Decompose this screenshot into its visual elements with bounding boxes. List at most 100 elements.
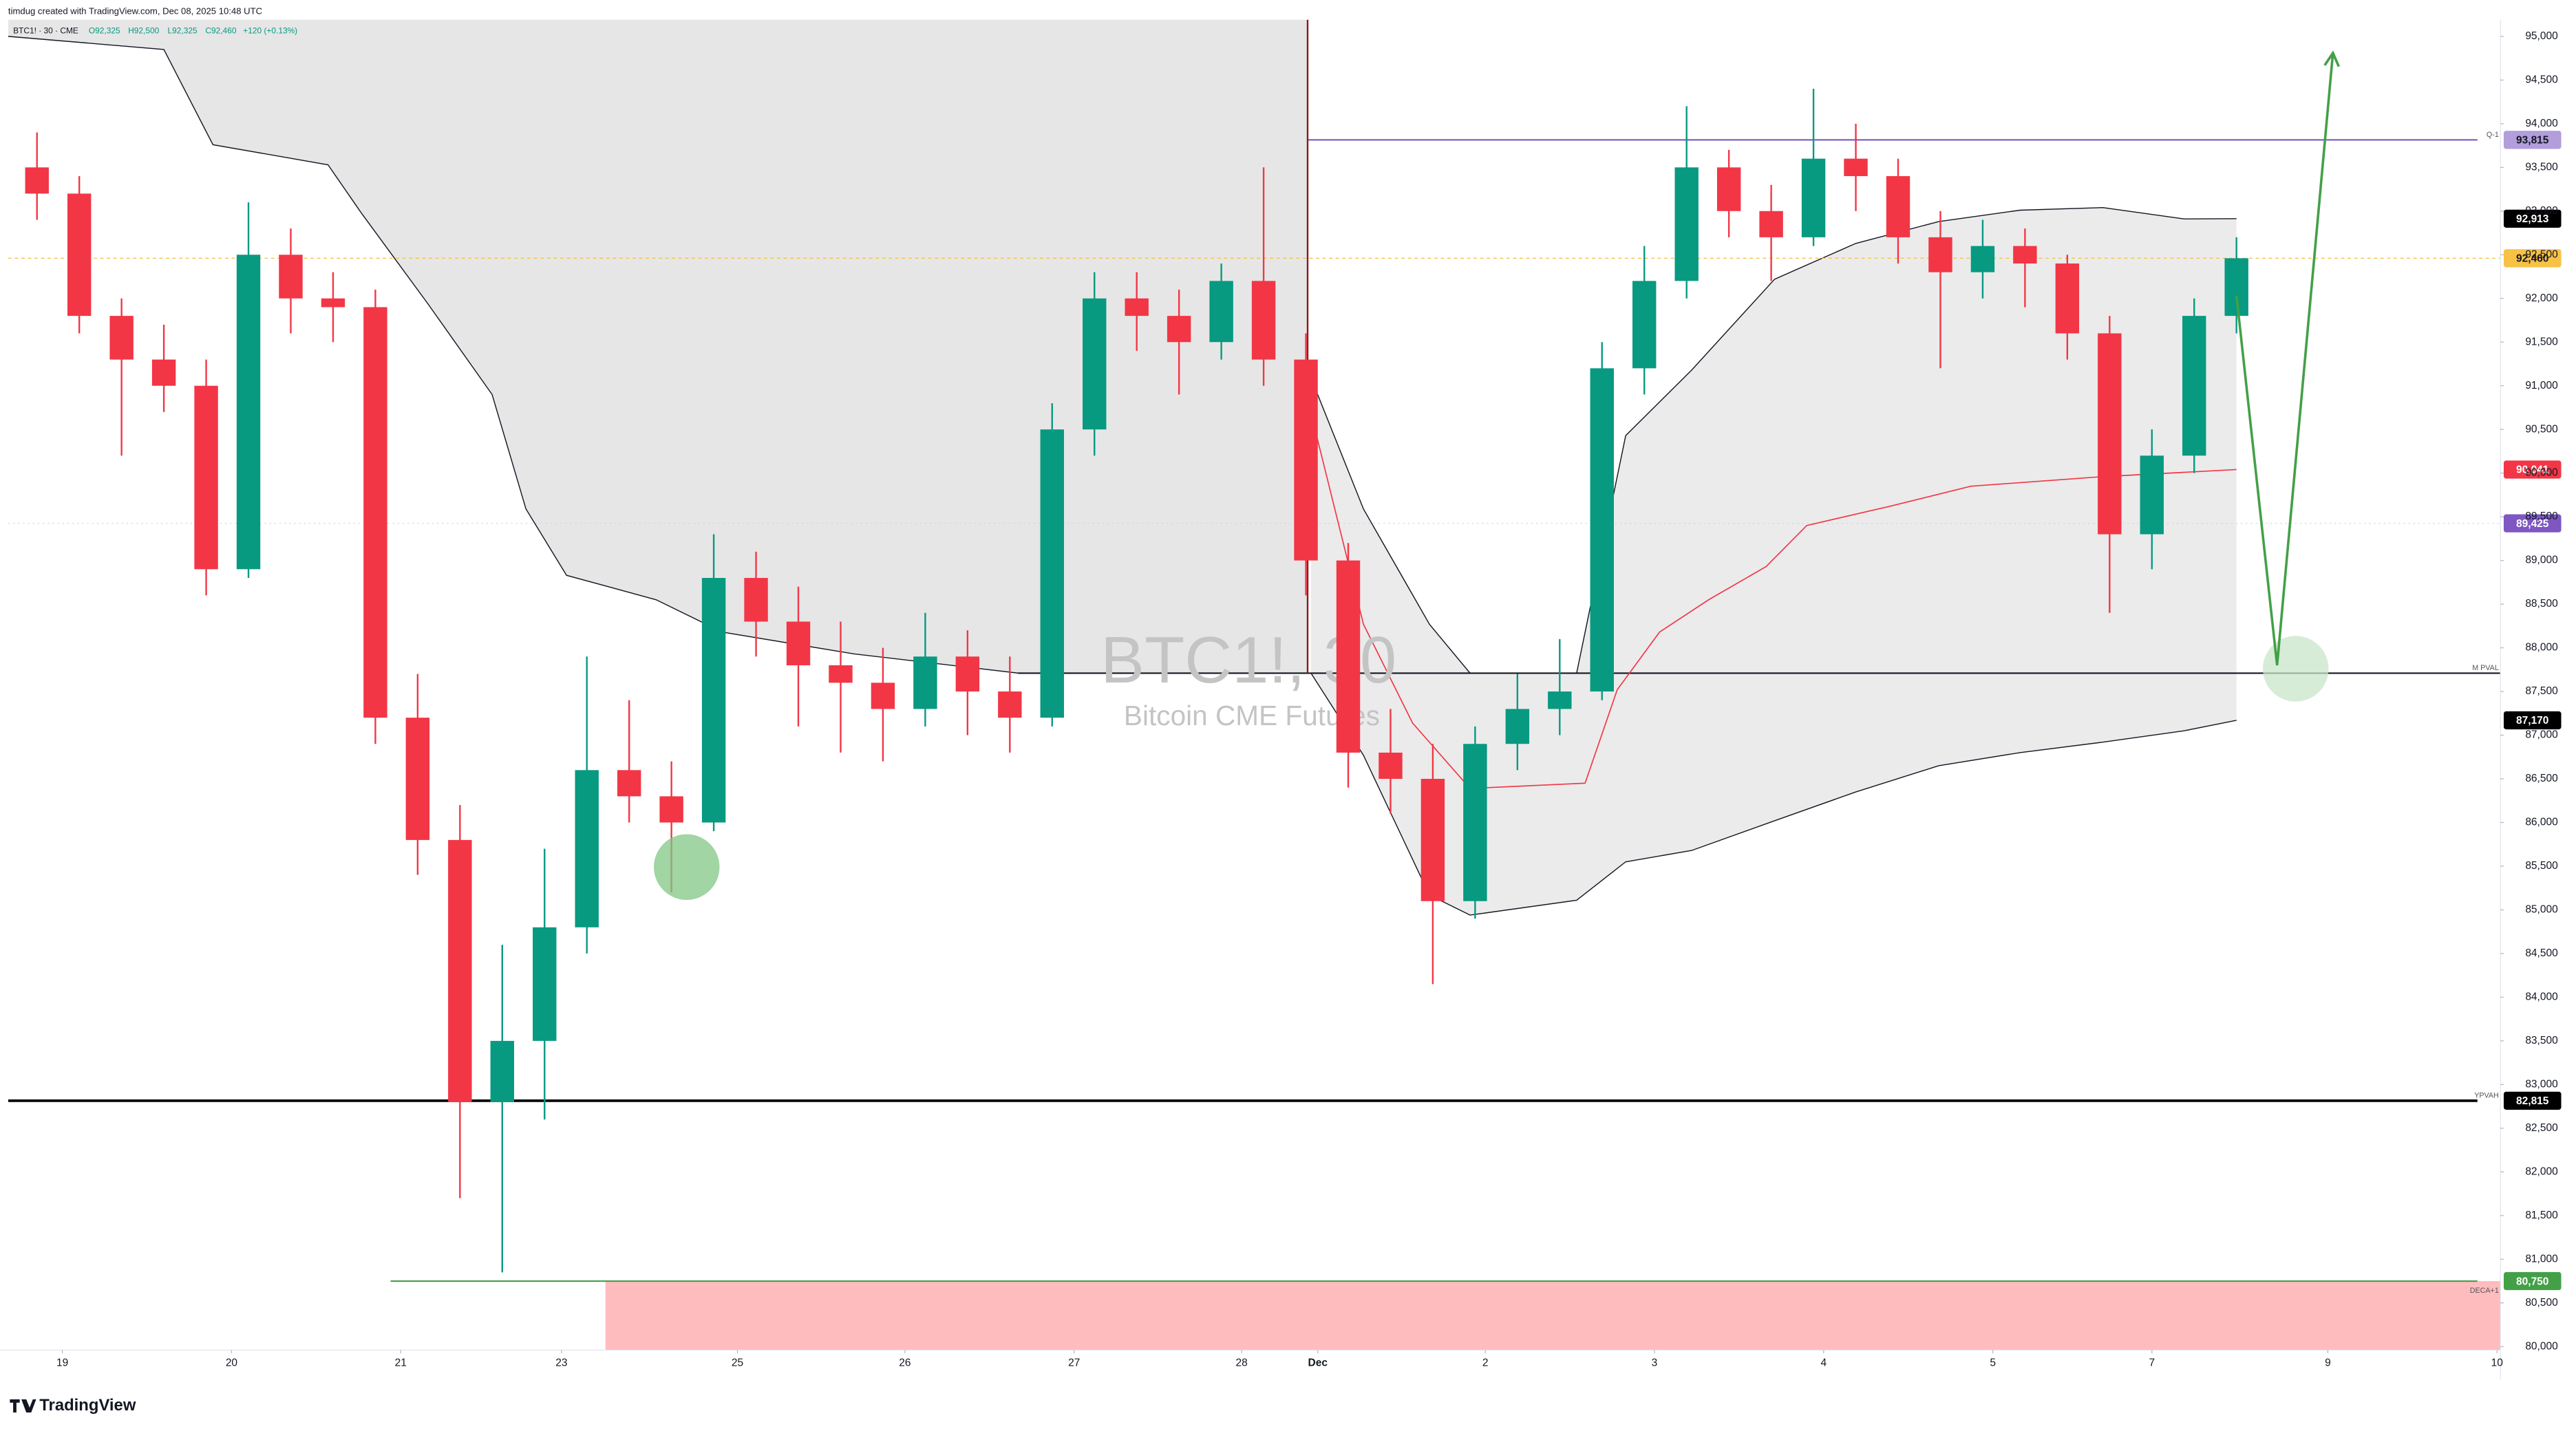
y-tick-label: 87,500 (2525, 685, 2558, 697)
candle-body (279, 255, 303, 299)
level-name: DECA+1 (2470, 1287, 2499, 1295)
marker (654, 834, 720, 900)
candle-body (1759, 211, 1783, 237)
candle-body (194, 385, 218, 570)
y-tick-label: 89,000 (2525, 555, 2558, 566)
candle-body (955, 656, 980, 692)
y-tick-label: 82,000 (2525, 1165, 2558, 1177)
candle-body (659, 796, 683, 823)
y-tick-label: 90,500 (2525, 423, 2558, 435)
x-tick-label: Dec (1308, 1357, 1328, 1369)
y-tick-label: 89,500 (2525, 511, 2558, 522)
candle-body (1716, 167, 1741, 211)
price-tag (2503, 209, 2562, 228)
y-tick-label: 85,000 (2525, 904, 2558, 916)
price-tag-label: 92,460 (2516, 253, 2548, 265)
candle-body (1590, 368, 1614, 692)
x-tick-label: 9 (2325, 1357, 2331, 1369)
price-tag (2503, 1091, 2562, 1110)
candle-body (2098, 333, 2122, 535)
price-tag (2503, 249, 2562, 268)
y-tick-label: 93,500 (2525, 161, 2558, 173)
candle-body (405, 718, 430, 840)
y-tick-label: 80,500 (2525, 1297, 2558, 1309)
candle-body (1167, 316, 1191, 343)
y-tick-label: 83,500 (2525, 1035, 2558, 1046)
candle-body (109, 316, 134, 360)
ohlc-change: +120 (+0.13%) (243, 26, 297, 36)
candle-body (363, 307, 387, 718)
credit: timdug created with TradingView.com, Dec… (8, 6, 262, 16)
candle-body (1928, 237, 1952, 272)
marker (2262, 636, 2329, 702)
candle-body (1209, 281, 1233, 343)
candle-body (1886, 176, 1910, 237)
band-fill (1310, 207, 2237, 916)
candle-body (1801, 158, 1826, 237)
candle-body (1251, 281, 1276, 360)
candle-body (701, 578, 726, 823)
candle-body (786, 621, 811, 665)
candle-body (490, 1040, 515, 1102)
y-tick-label: 88,000 (2525, 642, 2558, 654)
x-tick-label: 4 (1821, 1357, 1827, 1369)
x-tick-label: 27 (1068, 1357, 1080, 1369)
price-tag-label: 90,041 (2516, 464, 2549, 476)
candle-body (871, 683, 895, 709)
candle-body (998, 691, 1022, 718)
candle-body (321, 298, 345, 308)
candle-body (913, 656, 937, 709)
ohlc-open: O92,325 (89, 26, 120, 36)
level-name: Q-1 (2487, 131, 2499, 139)
candle-body (1083, 298, 1107, 430)
footer-logo[interactable]: TradingView (10, 1396, 136, 1415)
y-tick-label: 81,000 (2525, 1253, 2558, 1265)
candle-body (1125, 298, 1149, 316)
level-name: YPVAH (2474, 1092, 2499, 1100)
y-tick-label: 84,000 (2525, 991, 2558, 1002)
candle-body (1379, 752, 1403, 780)
x-tick-label: 19 (56, 1357, 68, 1369)
candle-body (1505, 709, 1530, 744)
ohlc-close: C92,460 (205, 26, 236, 36)
y-tick-label: 94,000 (2525, 118, 2558, 129)
fills (8, 19, 2501, 1351)
candle-body (2055, 263, 2080, 334)
candle-body (25, 167, 49, 194)
y-tick-label: 82,500 (2525, 1122, 2558, 1134)
candle-body (1844, 158, 1868, 177)
price-tag (2503, 1271, 2562, 1291)
price-tag (2503, 131, 2562, 149)
price-tag-label: 89,425 (2516, 518, 2549, 530)
x-tick-label: 23 (555, 1357, 567, 1369)
price-tag-label: 80,750 (2516, 1276, 2548, 1287)
level-name: M PVAL (2472, 664, 2499, 672)
price-tag-label: 92,913 (2516, 213, 2549, 225)
price-tag-label: 87,170 (2516, 715, 2548, 727)
y-tick-label: 81,500 (2525, 1210, 2558, 1221)
price-tag (2503, 460, 2562, 479)
price-tag (2503, 711, 2562, 730)
y-tick-label: 86,500 (2525, 773, 2558, 784)
candle-body (2013, 246, 2037, 264)
price-tag-label: 93,815 (2516, 135, 2549, 147)
y-tick-label: 92,500 (2525, 248, 2558, 260)
candle-body (236, 255, 261, 570)
y-tick-label: 80,000 (2525, 1340, 2558, 1352)
y-tick-label: 83,000 (2525, 1078, 2558, 1090)
brand: TradingView (39, 1396, 136, 1415)
candle-body (1420, 779, 1445, 901)
candle-body (617, 770, 641, 797)
candle-body (2182, 316, 2206, 456)
zone (605, 1281, 2501, 1351)
y-tick-label: 91,500 (2525, 336, 2558, 347)
candle-body (151, 359, 176, 386)
y-tick-label: 87,000 (2525, 729, 2558, 741)
candle-body (1674, 167, 1699, 281)
y-tick-label: 95,000 (2525, 30, 2558, 42)
projection-head (2323, 50, 2340, 67)
candle-body (1463, 744, 1487, 901)
projection (2235, 52, 2334, 666)
